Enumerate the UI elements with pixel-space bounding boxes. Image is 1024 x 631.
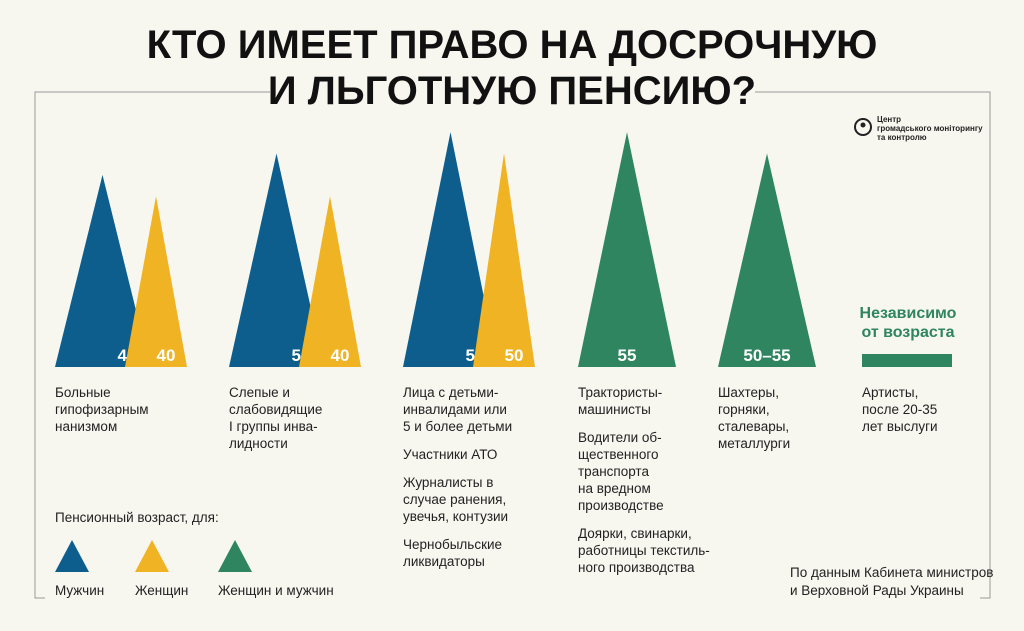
description: ного производства [578,560,695,575]
legend-marker [55,540,89,572]
description: на вредном [578,481,651,496]
age-label: 40 [157,346,176,365]
triangle [55,174,150,367]
description: работницы текстиль- [578,543,710,558]
description: Доярки, свинарки, [578,526,692,541]
description: Слепые и [229,385,290,400]
triangle [578,132,676,367]
description: транспорта [578,464,649,479]
logo-text: громадського моніторингу [877,124,983,133]
description: Журналисты в [403,475,493,490]
description: нанизмом [55,419,117,434]
triangle [403,132,498,367]
description: лидности [229,436,288,451]
bar [862,354,952,367]
triangle [299,196,361,367]
description: машинисты [578,402,651,417]
title: И ЛЬГОТНУЮ ПЕНСИЮ? [268,69,756,113]
description: Лица с детьми- [403,385,498,400]
legend-label: Женщин [135,583,188,598]
triangle [125,196,187,367]
description: производстве [578,498,664,513]
description: щественного [578,447,658,462]
description: гипофизарным [55,402,149,417]
frame [34,91,991,599]
age-label: 40 [331,346,350,365]
description: Артисты, [862,385,918,400]
logo-icon [854,118,872,136]
logo-icon [860,122,866,128]
legend-marker [218,540,252,572]
legend-title: Пенсионный возраст, для: [55,510,219,525]
triangle [718,153,816,367]
description: инвалидами или [403,402,507,417]
heading: от возраста [861,324,954,341]
description: ликвидаторы [403,554,485,569]
age-label: 50 [505,346,524,365]
description: Участники АТО [403,447,497,462]
description: 5 и более детьми [403,419,512,434]
triangle [229,153,324,367]
legend-label: Мужчин [55,583,104,598]
title: КТО ИМЕЕТ ПРАВО НА ДОСРОЧНУЮ [147,23,878,67]
age-label: 55 [618,346,637,365]
heading: Независимо [860,305,957,322]
source: По данным Кабинета министров [790,565,993,580]
description: лет выслуги [862,419,938,434]
description: Больные [55,385,111,400]
legend-label: Женщин и мужчин [218,583,334,598]
description: случае ранения, [403,492,506,507]
logo-text: та контролю [877,133,927,142]
triangle [473,153,535,367]
legend-marker [135,540,169,572]
description: металлурги [718,436,790,451]
description: Чернобыльские [403,537,502,552]
description: после 20-35 [862,402,937,417]
description: Шахтеры, [718,385,779,400]
source: и Верховной Рады Украины [790,583,964,598]
description: сталевары, [718,419,789,434]
description: Трактористы- [578,385,662,400]
description: увечья, контузии [403,509,508,524]
description: I группы инва- [229,419,318,434]
description: Водители об- [578,430,662,445]
age-label: 50–55 [743,346,790,365]
logo-text: Центр [877,115,901,124]
description: горняки, [718,402,770,417]
description: слабовидящие [229,402,322,417]
